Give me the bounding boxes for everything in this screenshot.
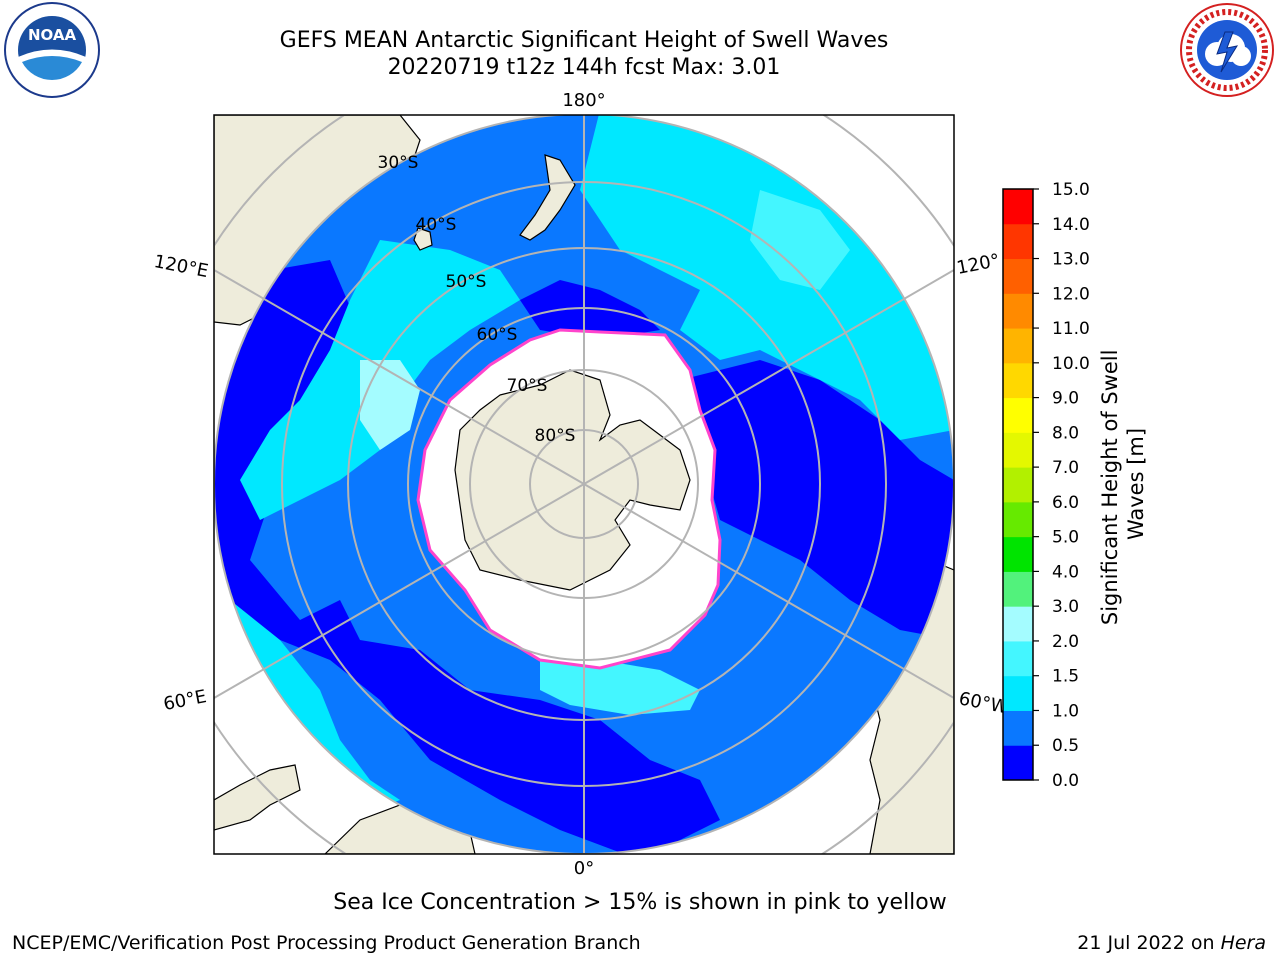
- colorbar-segment: [1003, 710, 1033, 746]
- lon-label-0: 0°: [574, 858, 594, 879]
- colorbar-tick-label: 0.0: [1052, 771, 1079, 791]
- colorbar-tick-label: 1.0: [1052, 701, 1079, 721]
- colorbar-segment: [1003, 258, 1033, 294]
- colorbar-label-line-1: Significant Height of Swell: [1098, 350, 1122, 626]
- colorbar-tick-label: 3.0: [1052, 597, 1079, 617]
- colorbar-segment: [1003, 640, 1033, 677]
- lat-label-40s: 40°S: [416, 215, 457, 235]
- colorbar-label: Significant Height of Swell Waves [m]: [1098, 343, 1148, 625]
- colorbar-tick-label: 11.0: [1052, 319, 1090, 339]
- colorbar-tick-label: 9.0: [1052, 389, 1079, 409]
- colorbar-tick-label: 13.0: [1052, 250, 1090, 270]
- colorbar-segment: [1003, 328, 1033, 364]
- swell-band-moderate-south: [540, 660, 700, 715]
- colorbar-segment: [1003, 293, 1033, 329]
- colorbar-segment: [1003, 536, 1033, 572]
- map-subtitle: 20220719 t12z 144h fcst Max: 3.01: [387, 55, 781, 80]
- swell-band-moderate-north: [580, 115, 954, 440]
- colorbar-segments: [1003, 189, 1033, 781]
- colorbar-tick-label: 15.0: [1052, 180, 1090, 200]
- land-new-zealand: [519, 154, 576, 241]
- colorbar-tick-label: 10.0: [1052, 354, 1090, 374]
- colorbar-ticks: 0.0 0.5 1.0 1.5 2.0 3.0 4.0 5.0 6.0 7.0 8.0 9.0 10.0…: [1033, 180, 1090, 791]
- colorbar-segment: [1003, 467, 1033, 503]
- colorbar-tick-label: 5.0: [1052, 528, 1079, 548]
- footer-date-text: 21 Jul 2022 on: [1077, 932, 1215, 954]
- swell-band-low-north: [520, 280, 660, 340]
- swell-band-high-west: [360, 360, 420, 450]
- colorbar-tick-label: 8.0: [1052, 423, 1079, 443]
- colorbar-segment: [1003, 675, 1033, 711]
- colorbar-segment: [1003, 189, 1033, 225]
- colorbar-tick-label: 4.0: [1052, 562, 1079, 582]
- lon-label-180: 180°: [562, 90, 605, 111]
- colorbar-label-line-2: Waves [m]: [1124, 428, 1148, 540]
- swell-band-low-east: [680, 360, 954, 640]
- footer-date: 21 Jul 2022 on Hera: [1077, 932, 1266, 954]
- colorbar-segment: [1003, 501, 1033, 538]
- lat-label-70s: 70°S: [507, 376, 548, 396]
- map-frame: [213, 114, 955, 855]
- sea-ice-note: Sea Ice Concentration > 15% is shown in …: [333, 890, 947, 915]
- colorbar-tick-label: 2.0: [1052, 632, 1079, 652]
- national-weather-service-logo-icon: [1180, 3, 1274, 97]
- colorbar-segment: [1003, 745, 1033, 781]
- swell-band-high-north: [750, 190, 850, 290]
- footer-host: Hera: [1220, 932, 1266, 954]
- noaa-logo-icon: NOAA: [4, 2, 100, 98]
- lat-label-30s: 30°S: [378, 153, 419, 173]
- land-antarctica: [454, 369, 691, 591]
- colorbar-segment: [1003, 571, 1033, 607]
- colorbar-tick-label: 1.5: [1052, 667, 1079, 687]
- lat-label-50s: 50°S: [446, 272, 487, 292]
- colorbar-segment: [1003, 432, 1033, 468]
- map-graticule: [214, 115, 954, 854]
- colorbar-tick-label: 14.0: [1052, 215, 1090, 235]
- land-madagascar: [214, 764, 301, 831]
- footer-credit: NCEP/EMC/Verification Post Processing Pr…: [12, 932, 641, 954]
- colorbar-segment: [1003, 362, 1033, 399]
- colorbar-frame: [1002, 188, 1034, 781]
- lat-label-60s: 60°S: [477, 325, 518, 345]
- colorbar-segment: [1003, 397, 1033, 433]
- colorbar-tick-label: 7.0: [1052, 458, 1079, 478]
- map-title: GEFS MEAN Antarctic Significant Height o…: [279, 28, 889, 53]
- colorbar-tick-label: 12.0: [1052, 284, 1090, 304]
- colorbar-segment: [1003, 223, 1033, 260]
- noaa-logo-text: NOAA: [28, 26, 77, 44]
- swell-band-low: [214, 260, 720, 854]
- land-tasmania: [413, 227, 433, 251]
- colorbar-tick-label: 6.0: [1052, 493, 1079, 513]
- lat-label-80s: 80°S: [535, 426, 576, 446]
- colorbar-segment: [1003, 606, 1033, 642]
- swell-band-moderate-southwest: [230, 600, 400, 820]
- colorbar-tick-label: 0.5: [1052, 736, 1079, 756]
